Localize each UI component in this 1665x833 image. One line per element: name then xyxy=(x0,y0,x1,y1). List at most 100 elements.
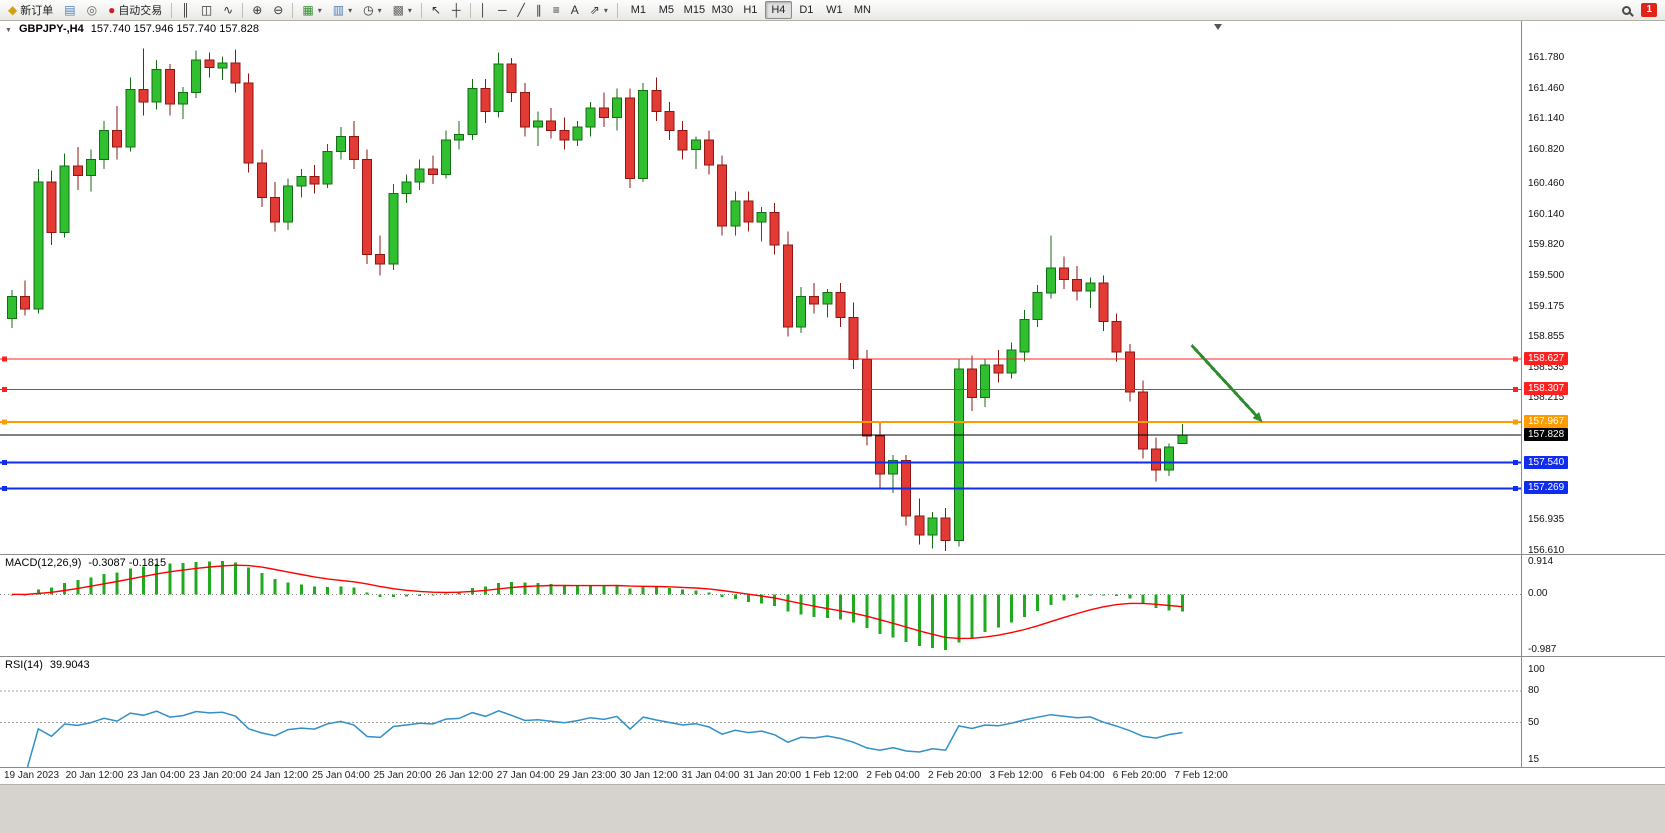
macd-histogram-bar xyxy=(63,583,67,595)
candle-body xyxy=(993,364,1004,374)
price-line-badge: 158.307 xyxy=(1524,382,1569,396)
arrows-button[interactable]: ⇗ ▾ xyxy=(585,1,613,19)
timeframe-d1-button[interactable]: D1 xyxy=(793,1,820,19)
profiles-button[interactable]: ▥ ▾ xyxy=(328,1,357,19)
candle-body xyxy=(1032,292,1043,320)
timeframe-m5-button[interactable]: M5 xyxy=(653,1,680,19)
rsi-axis[interactable]: 100 80 50 15 xyxy=(1522,657,1665,767)
chart-window: ▼ GBPJPY-,H4 157.740 157.946 157.740 157… xyxy=(0,21,1665,833)
navigator-button[interactable]: ◎ xyxy=(82,1,102,19)
line-handle[interactable] xyxy=(1513,356,1518,362)
macd-histogram-bar xyxy=(181,563,185,595)
price-axis-label: 161.460 xyxy=(1528,82,1565,94)
timeframe-m30-button[interactable]: M30 xyxy=(709,1,736,19)
macd-histogram-bar xyxy=(1180,594,1184,612)
text-icon: A xyxy=(570,3,579,17)
macd-histogram-bar xyxy=(1036,594,1040,611)
macd-histogram-bar xyxy=(694,590,698,595)
macd-axis[interactable]: 0.914 0.00 -0.987 xyxy=(1522,555,1665,656)
line-handle[interactable] xyxy=(1513,386,1518,392)
toolbar-right: 1 xyxy=(1622,3,1662,17)
line-handle[interactable] xyxy=(2,419,7,425)
macd-histogram-bar xyxy=(602,585,606,595)
candle-body xyxy=(125,89,136,148)
horizontal-line-button[interactable]: ─ xyxy=(493,1,512,19)
macd-histogram-bar xyxy=(312,586,316,595)
line-chart-button[interactable]: ∿ xyxy=(218,1,238,19)
collapse-chart-icon[interactable]: ▼ xyxy=(5,27,12,34)
candle-body xyxy=(46,181,57,234)
autotrading-button[interactable]: ● 自动交易 xyxy=(103,1,167,19)
price-line-badge: 157.828 xyxy=(1524,428,1569,441)
crosshair-button[interactable]: ┼ xyxy=(447,1,466,19)
candle-body xyxy=(151,69,162,103)
zoom-in-button[interactable]: ⊕ xyxy=(247,1,267,19)
line-handle[interactable] xyxy=(1513,485,1518,491)
trend-arrow[interactable] xyxy=(1190,344,1260,420)
candlestick-chart-button[interactable]: ◫ xyxy=(196,1,217,19)
bar-chart-button[interactable]: ║ xyxy=(176,1,195,19)
macd-histogram-bar xyxy=(523,582,527,595)
text-button[interactable]: A xyxy=(566,1,584,19)
channel-button[interactable]: ∥ xyxy=(531,1,547,19)
macd-histogram-bar xyxy=(562,585,566,595)
toolbar-separator xyxy=(469,2,471,18)
chart-shift-marker[interactable] xyxy=(1214,24,1222,30)
toolbar-separator xyxy=(171,2,173,18)
fibonacci-icon: ≡ xyxy=(552,3,560,17)
candle-body xyxy=(283,185,294,223)
macd-histogram-bar xyxy=(36,589,40,595)
new-order-button[interactable]: ◆ 新订单 xyxy=(3,1,58,19)
macd-histogram-bar xyxy=(444,593,448,595)
macd-histogram-bar xyxy=(1075,594,1079,598)
timeframe-m1-button[interactable]: M1 xyxy=(625,1,652,19)
price-axis-label: 158.215 xyxy=(1528,392,1565,404)
candle-body xyxy=(99,130,109,160)
template-button[interactable]: ▩ ▾ xyxy=(388,1,417,19)
price-axis-label: 159.500 xyxy=(1528,269,1565,281)
trend-arrow-head[interactable] xyxy=(1252,412,1263,423)
timeframe-h4-button[interactable]: H4 xyxy=(764,1,792,19)
vertical-line-button[interactable]: │ xyxy=(475,1,493,19)
line-handle[interactable] xyxy=(2,356,7,362)
rsi-indicator-value: 39.9043 xyxy=(49,659,90,671)
notification-badge[interactable]: 1 xyxy=(1641,3,1657,17)
chart-title: ▼ GBPJPY-,H4 157.740 157.946 157.740 157… xyxy=(5,23,259,35)
macd-plot[interactable]: MACD(12,26,9) -0.3087 -0.1815 xyxy=(0,555,1522,656)
candle-body xyxy=(7,296,17,320)
rsi-axis-label: 80 xyxy=(1528,684,1540,696)
line-handle[interactable] xyxy=(1513,460,1518,465)
line-handle[interactable] xyxy=(2,485,7,491)
candle-body xyxy=(598,107,609,118)
dropdown-arrow-icon: ▾ xyxy=(317,5,322,15)
macd-histogram-bar xyxy=(220,561,224,595)
main-chart-plot[interactable]: ▼ GBPJPY-,H4 157.740 157.946 157.740 157… xyxy=(0,21,1522,554)
candle-body xyxy=(769,212,780,246)
trendline-button[interactable]: ╱ xyxy=(513,1,530,19)
macd-histogram-bar xyxy=(1023,594,1027,617)
rsi-plot[interactable]: RSI(14) 39.9043 xyxy=(0,657,1522,767)
timeframe-mn-button[interactable]: MN xyxy=(849,1,876,19)
time-axis[interactable]: 19 Jan 2023 20 Jan 12:00 23 Jan 04:00 23 Ja… xyxy=(0,767,1665,784)
price-axis[interactable]: 161.780 161.460 161.140 160.820 160.460 160.1… xyxy=(1522,21,1665,554)
timeframe-m15-button[interactable]: M15 xyxy=(681,1,708,19)
new-chart-button[interactable]: ▦ ▾ xyxy=(297,1,326,19)
fibonacci-button[interactable]: ≡ xyxy=(548,1,565,19)
timeframe-w1-button[interactable]: W1 xyxy=(821,1,848,19)
line-handle[interactable] xyxy=(2,460,7,465)
line-handle[interactable] xyxy=(1513,419,1518,425)
market-watch-button[interactable]: ▤ xyxy=(59,1,80,19)
macd-histogram-bar xyxy=(1088,594,1092,596)
time-axis-label: 31 Jan 04:00 xyxy=(681,770,740,781)
timeframe-h1-button[interactable]: H1 xyxy=(737,1,764,19)
macd-histogram-bar xyxy=(365,592,369,595)
candle-body xyxy=(927,517,938,536)
zoom-out-button[interactable]: ⊖ xyxy=(268,1,288,19)
price-line-badge: 157.540 xyxy=(1524,455,1569,469)
candle-body xyxy=(72,165,83,176)
search-icon[interactable] xyxy=(1622,5,1632,15)
rsi-indicator-name: RSI(14) xyxy=(5,659,43,671)
cursor-button[interactable]: ↖ xyxy=(426,1,446,19)
line-handle[interactable] xyxy=(2,386,7,392)
period-button[interactable]: ◷ ▾ xyxy=(358,1,387,19)
